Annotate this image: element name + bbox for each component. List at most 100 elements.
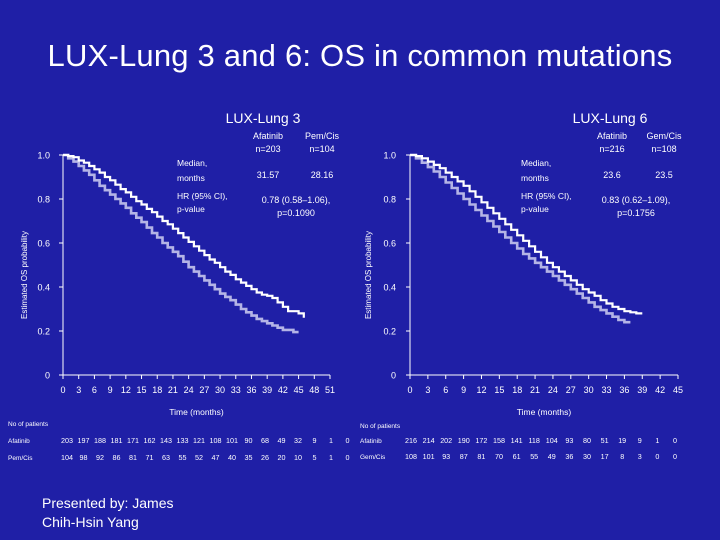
slide-title: LUX-Lung 3 and 6: OS in common mutations [47, 38, 673, 73]
y-tick-label: 0 [391, 371, 396, 381]
risk-count: 203 [61, 436, 73, 445]
x-tick-label: 27 [566, 385, 576, 395]
y-tick-label: 0 [45, 371, 50, 381]
x-tick-label: 48 [309, 385, 319, 395]
risk-count: 86 [113, 453, 121, 462]
presenter-line-2: Chih-Hsin Yang [42, 514, 139, 530]
table-row-median-label: Median, [521, 158, 551, 168]
risk-count: 19 [618, 436, 626, 445]
x-tick-label: 6 [92, 385, 97, 395]
risk-count: 5 [313, 453, 317, 462]
x-tick-label: 0 [407, 385, 412, 395]
risk-row-label: Gem/Cis [360, 454, 386, 461]
x-tick-label: 33 [602, 385, 612, 395]
x-tick-label: 27 [199, 385, 209, 395]
risk-count: 40 [228, 453, 236, 462]
x-tick-label: 9 [461, 385, 466, 395]
x-tick-label: 18 [512, 385, 522, 395]
comparator-survival-line [410, 153, 631, 324]
risk-count: 20 [278, 453, 286, 462]
x-tick-label: 30 [215, 385, 225, 395]
risk-count: 118 [528, 436, 539, 445]
risk-count: 68 [261, 436, 269, 445]
x-tick-label: 6 [443, 385, 448, 395]
risk-count: 98 [80, 453, 88, 462]
risk-count: 61 [513, 452, 521, 461]
risk-count: 158 [493, 436, 505, 445]
risk-count: 214 [423, 436, 435, 445]
risk-count: 80 [583, 436, 591, 445]
risk-count: 55 [179, 453, 187, 462]
risk-count: 171 [127, 436, 139, 445]
x-tick-label: 3 [76, 385, 81, 395]
presenter-credit: Presented by: James Chih-Hsin Yang [42, 494, 174, 532]
table-col-comparator-n: n=108 [651, 144, 676, 154]
risk-count: 0 [346, 436, 350, 445]
table-row-hr-label: HR (95% CI), [521, 191, 572, 201]
x-tick-label: 24 [184, 385, 194, 395]
y-tick-label: 1.0 [37, 151, 50, 161]
risk-count: 55 [530, 452, 538, 461]
risk-count: 90 [245, 436, 253, 445]
risk-count: 70 [495, 452, 503, 461]
risk-row-label: Pem/Cis [8, 455, 33, 462]
table-col-comparator-n: n=104 [309, 144, 334, 154]
risk-count: 0 [655, 452, 659, 461]
y-tick-label: 0.8 [383, 195, 396, 205]
y-tick-label: 0.6 [37, 239, 50, 249]
x-tick-label: 12 [476, 385, 486, 395]
panel-title: LUX-Lung 3 [226, 110, 301, 126]
x-axis-label: Time (months) [169, 407, 224, 417]
x-tick-label: 36 [619, 385, 629, 395]
panel-title: LUX-Lung 6 [573, 110, 648, 126]
risk-count: 104 [61, 453, 73, 462]
table-p-value: p=0.1756 [617, 208, 655, 218]
x-tick-label: 9 [108, 385, 113, 395]
x-tick-label: 18 [152, 385, 162, 395]
x-tick-label: 21 [168, 385, 178, 395]
table-row-hr-label: HR (95% CI), [177, 191, 228, 201]
x-tick-label: 39 [262, 385, 272, 395]
risk-count: 0 [673, 452, 677, 461]
table-median-afatinib: 31.57 [257, 170, 280, 180]
risk-count: 87 [460, 452, 468, 461]
table-row-hr-label: p-value [177, 204, 205, 214]
risk-count: 51 [601, 436, 609, 445]
risk-count: 1 [329, 453, 333, 462]
y-tick-label: 0.4 [383, 283, 396, 293]
table-median-afatinib: 23.6 [603, 170, 621, 180]
table-p-value: p=0.1090 [277, 208, 315, 218]
risk-table-header: No of patients [8, 421, 49, 428]
y-tick-label: 0.2 [37, 327, 50, 337]
x-tick-label: 15 [137, 385, 147, 395]
table-col-afatinib-n: n=216 [599, 144, 624, 154]
risk-count: 188 [94, 436, 106, 445]
table-row-median-label: months [177, 173, 205, 183]
table-hr-value: 0.83 (0.62–1.09), [602, 195, 671, 205]
table-col-afatinib-n: n=203 [255, 144, 280, 154]
risk-count: 141 [511, 436, 523, 445]
risk-count: 108 [405, 452, 417, 461]
risk-count: 63 [162, 453, 170, 462]
risk-count: 0 [346, 453, 350, 462]
risk-count: 202 [440, 436, 452, 445]
risk-count: 181 [111, 436, 123, 445]
x-tick-label: 24 [548, 385, 558, 395]
risk-count: 81 [477, 452, 485, 461]
x-tick-label: 3 [425, 385, 430, 395]
risk-count: 0 [673, 436, 677, 445]
risk-count: 121 [193, 436, 205, 445]
risk-count: 108 [210, 436, 222, 445]
risk-count: 1 [329, 436, 333, 445]
risk-count: 35 [245, 453, 253, 462]
x-tick-label: 12 [121, 385, 131, 395]
risk-count: 92 [96, 453, 104, 462]
risk-count: 9 [313, 436, 317, 445]
afatinib-survival-line [410, 153, 643, 315]
table-row-hr-label: p-value [521, 204, 549, 214]
table-col-afatinib: Afatinib [597, 131, 627, 141]
x-tick-label: 42 [278, 385, 288, 395]
x-tick-label: 33 [231, 385, 241, 395]
